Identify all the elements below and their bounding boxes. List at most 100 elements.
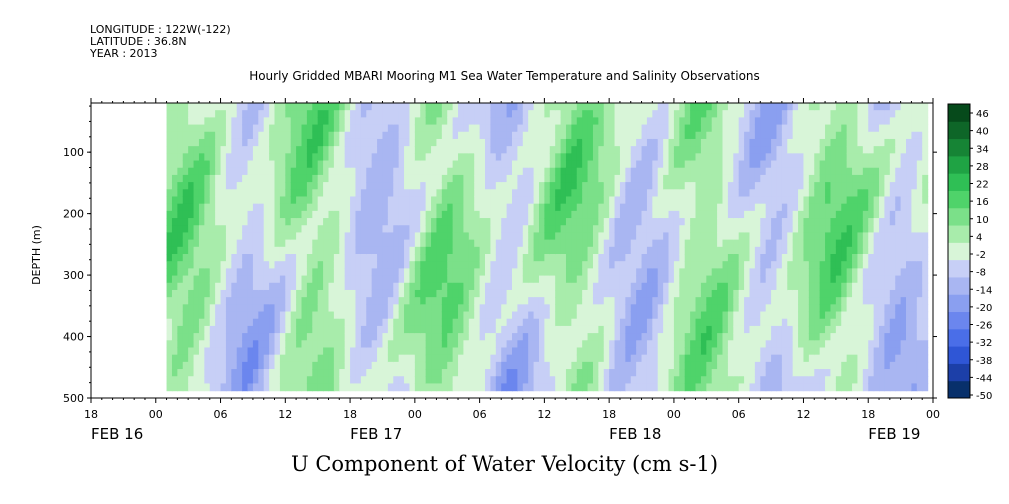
heatmap-cell: [387, 225, 394, 234]
heatmap-cell: [571, 318, 578, 327]
heatmap-cell: [636, 340, 643, 349]
heatmap-cell: [506, 361, 513, 370]
heatmap-cell: [792, 203, 799, 212]
heatmap-cell: [695, 369, 702, 377]
heatmap-cell: [236, 304, 243, 313]
heatmap-cell: [382, 124, 389, 133]
heatmap-cell: [512, 167, 518, 176]
heatmap-cell: [258, 239, 265, 248]
heatmap-cell: [344, 361, 351, 370]
heatmap-cell: [722, 196, 729, 205]
heatmap-cell: [382, 297, 389, 305]
heatmap-cell: [355, 203, 362, 212]
heatmap-cell: [366, 347, 373, 356]
heatmap-cell: [565, 138, 572, 147]
heatmap-cell: [646, 146, 653, 154]
heatmap-cell: [830, 131, 837, 140]
heatmap-cell: [673, 218, 680, 226]
heatmap-cell: [490, 282, 497, 291]
heatmap-cell: [371, 325, 378, 334]
heatmap-cell: [198, 160, 205, 169]
heatmap-cell: [819, 182, 826, 190]
heatmap-cell: [565, 304, 572, 313]
heatmap-cell: [614, 160, 621, 169]
heatmap-cell: [808, 282, 815, 291]
heatmap-cell: [436, 182, 443, 190]
heatmap-cell: [636, 333, 643, 341]
heatmap-cell: [263, 297, 270, 305]
heatmap-cell: [290, 246, 297, 255]
heatmap-cell: [463, 340, 470, 349]
heatmap-cell: [603, 318, 610, 327]
heatmap-cell: [317, 117, 324, 126]
heatmap-cell: [533, 218, 540, 226]
heatmap-cell: [306, 138, 313, 147]
heatmap-cell: [733, 131, 740, 140]
heatmap-cell: [236, 131, 243, 140]
heatmap-cell: [512, 347, 518, 356]
heatmap-cell: [528, 289, 535, 298]
heatmap-cell: [182, 261, 189, 269]
heatmap-cell: [252, 369, 259, 377]
heatmap-cell: [706, 340, 713, 349]
heatmap-cell: [360, 103, 367, 111]
heatmap-cell: [565, 103, 572, 111]
heatmap-cell: [663, 160, 670, 169]
heatmap-cell: [387, 146, 394, 154]
heatmap-cell: [765, 110, 772, 118]
heatmap-cell: [382, 103, 389, 111]
heatmap-cell: [258, 254, 265, 262]
heatmap-cell: [506, 289, 513, 298]
heatmap-cell: [425, 268, 432, 277]
heatmap-cell: [619, 376, 626, 385]
heatmap-cell: [463, 282, 470, 291]
heatmap-cell: [290, 282, 297, 291]
heatmap-cell: [776, 218, 783, 226]
heatmap-cell: [279, 110, 286, 118]
heatmap-cell: [549, 203, 556, 212]
heatmap-cell: [247, 160, 254, 169]
heatmap-cell: [792, 138, 799, 147]
heatmap-cell: [215, 239, 222, 248]
heatmap-cell: [630, 167, 637, 176]
heatmap-cell: [733, 167, 740, 176]
heatmap-cell: [182, 369, 189, 377]
heatmap-cell: [431, 289, 438, 298]
heatmap-cell: [339, 210, 346, 219]
heatmap-cell: [582, 196, 589, 205]
heatmap-cell: [377, 124, 384, 133]
heatmap-cell: [344, 297, 351, 305]
heatmap-cell: [754, 297, 761, 305]
heatmap-cell: [576, 289, 583, 298]
heatmap-cell: [549, 246, 556, 255]
heatmap-cell: [830, 297, 837, 305]
heatmap-cell: [344, 182, 351, 190]
heatmap-cell: [420, 153, 427, 162]
heatmap-cell: [166, 218, 173, 226]
heatmap-cell: [387, 354, 394, 363]
heatmap-cell: [538, 297, 545, 305]
heatmap-cell: [252, 232, 259, 241]
heatmap-cell: [830, 289, 837, 298]
heatmap-cell: [533, 369, 540, 377]
heatmap-cell: [306, 103, 313, 111]
heatmap-cell: [333, 210, 340, 219]
heatmap-cell: [177, 138, 184, 147]
heatmap-cell: [695, 361, 702, 370]
heatmap-cell: [808, 218, 815, 226]
heatmap-cell: [463, 369, 470, 377]
heatmap-cell: [679, 110, 686, 118]
heatmap-cell: [771, 138, 778, 147]
heatmap-cell: [468, 131, 475, 140]
heatmap-cell: [803, 182, 810, 190]
heatmap-cell: [738, 138, 745, 147]
heatmap-cell: [247, 268, 254, 277]
heatmap-cell: [355, 117, 362, 126]
heatmap-cell: [269, 110, 276, 118]
heatmap-cell: [274, 347, 281, 356]
heatmap-cell: [285, 110, 292, 118]
heatmap-cell: [231, 239, 238, 248]
heatmap-cell: [247, 289, 254, 298]
heatmap-cell: [787, 261, 794, 269]
heatmap-cell: [781, 232, 788, 241]
